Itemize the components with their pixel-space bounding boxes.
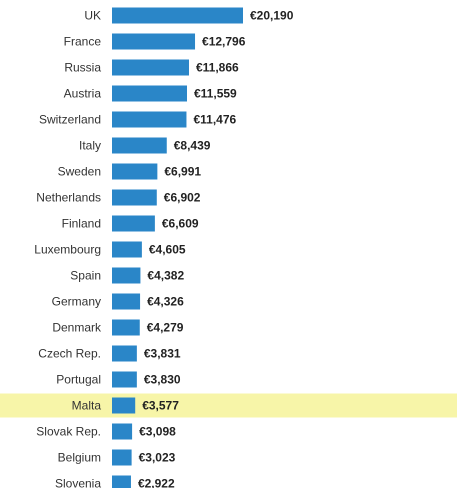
value-label-italy: €8,439 [174, 139, 211, 153]
bar-switzerland [112, 111, 187, 128]
value-label-czech-rep: €3,831 [144, 347, 181, 361]
bar-malta [112, 397, 136, 414]
category-label-belgium: Belgium [58, 451, 101, 465]
value-label-malta: €3,577 [142, 399, 179, 413]
value-label-switzerland: €11,476 [193, 113, 236, 127]
bar-austria [112, 85, 187, 102]
value-label-russia: €11,866 [196, 61, 239, 75]
bar-netherlands [112, 189, 157, 206]
bar-sweden [112, 163, 158, 180]
value-label-belgium: €3,023 [139, 451, 176, 465]
value-label-uk: €20,190 [250, 9, 294, 23]
bars-layer [112, 7, 243, 488]
category-label-malta: Malta [72, 399, 102, 413]
bar-uk [112, 7, 243, 24]
bar-france [112, 33, 196, 50]
bar-finland [112, 215, 155, 232]
value-label-france: €12,796 [202, 35, 246, 49]
bar-denmark [112, 319, 140, 336]
category-labels: UK France Russia Austria Switzerland Italy Swe… [34, 9, 102, 488]
bar-portugal [112, 371, 137, 388]
bar-germany [112, 293, 141, 310]
category-label-russia: Russia [64, 61, 101, 75]
category-label-slovak-rep: Slovak Rep. [36, 425, 101, 439]
category-label-uk: UK [84, 9, 101, 23]
category-label-netherlands: Netherlands [36, 191, 101, 205]
category-label-czech-rep: Czech Rep. [38, 347, 101, 361]
value-labels: €20,190 €12,796 €11,866 €11,559 €11,476 €8,43… [138, 9, 294, 488]
value-label-spain: €4,382 [147, 269, 184, 283]
bar-italy [112, 137, 167, 154]
category-label-slovenia: Slovenia [55, 477, 101, 488]
value-label-sweden: €6,991 [164, 165, 201, 179]
bar-slovak-rep [112, 423, 133, 440]
highlight-layer [0, 393, 457, 418]
value-label-denmark: €4,279 [147, 321, 184, 335]
category-label-denmark: Denmark [52, 321, 102, 335]
bar-slovenia [112, 475, 131, 488]
bar-russia [112, 59, 189, 76]
value-label-luxembourg: €4,605 [149, 243, 186, 257]
category-label-germany: Germany [52, 295, 101, 309]
category-label-finland: Finland [62, 217, 101, 231]
category-label-switzerland: Switzerland [39, 113, 101, 127]
bar-luxembourg [112, 241, 142, 258]
category-label-france: France [64, 35, 102, 49]
category-label-portugal: Portugal [56, 373, 101, 387]
value-label-germany: €4,326 [147, 295, 184, 309]
value-label-slovak-rep: €3,098 [139, 425, 176, 439]
bar-belgium [112, 449, 132, 466]
category-label-spain: Spain [70, 269, 101, 283]
category-label-sweden: Sweden [58, 165, 101, 179]
category-label-luxembourg: Luxembourg [34, 243, 101, 257]
value-label-austria: €11,559 [194, 87, 237, 101]
highlight-band-malta [0, 393, 457, 418]
bar-spain [112, 267, 141, 284]
value-label-portugal: €3,830 [144, 373, 181, 387]
value-label-netherlands: €6,902 [164, 191, 201, 205]
bar-czech-rep [112, 345, 137, 362]
category-label-austria: Austria [64, 87, 102, 101]
value-label-slovenia: €2,922 [138, 477, 175, 488]
category-label-italy: Italy [79, 139, 101, 153]
value-label-finland: €6,609 [162, 217, 199, 231]
